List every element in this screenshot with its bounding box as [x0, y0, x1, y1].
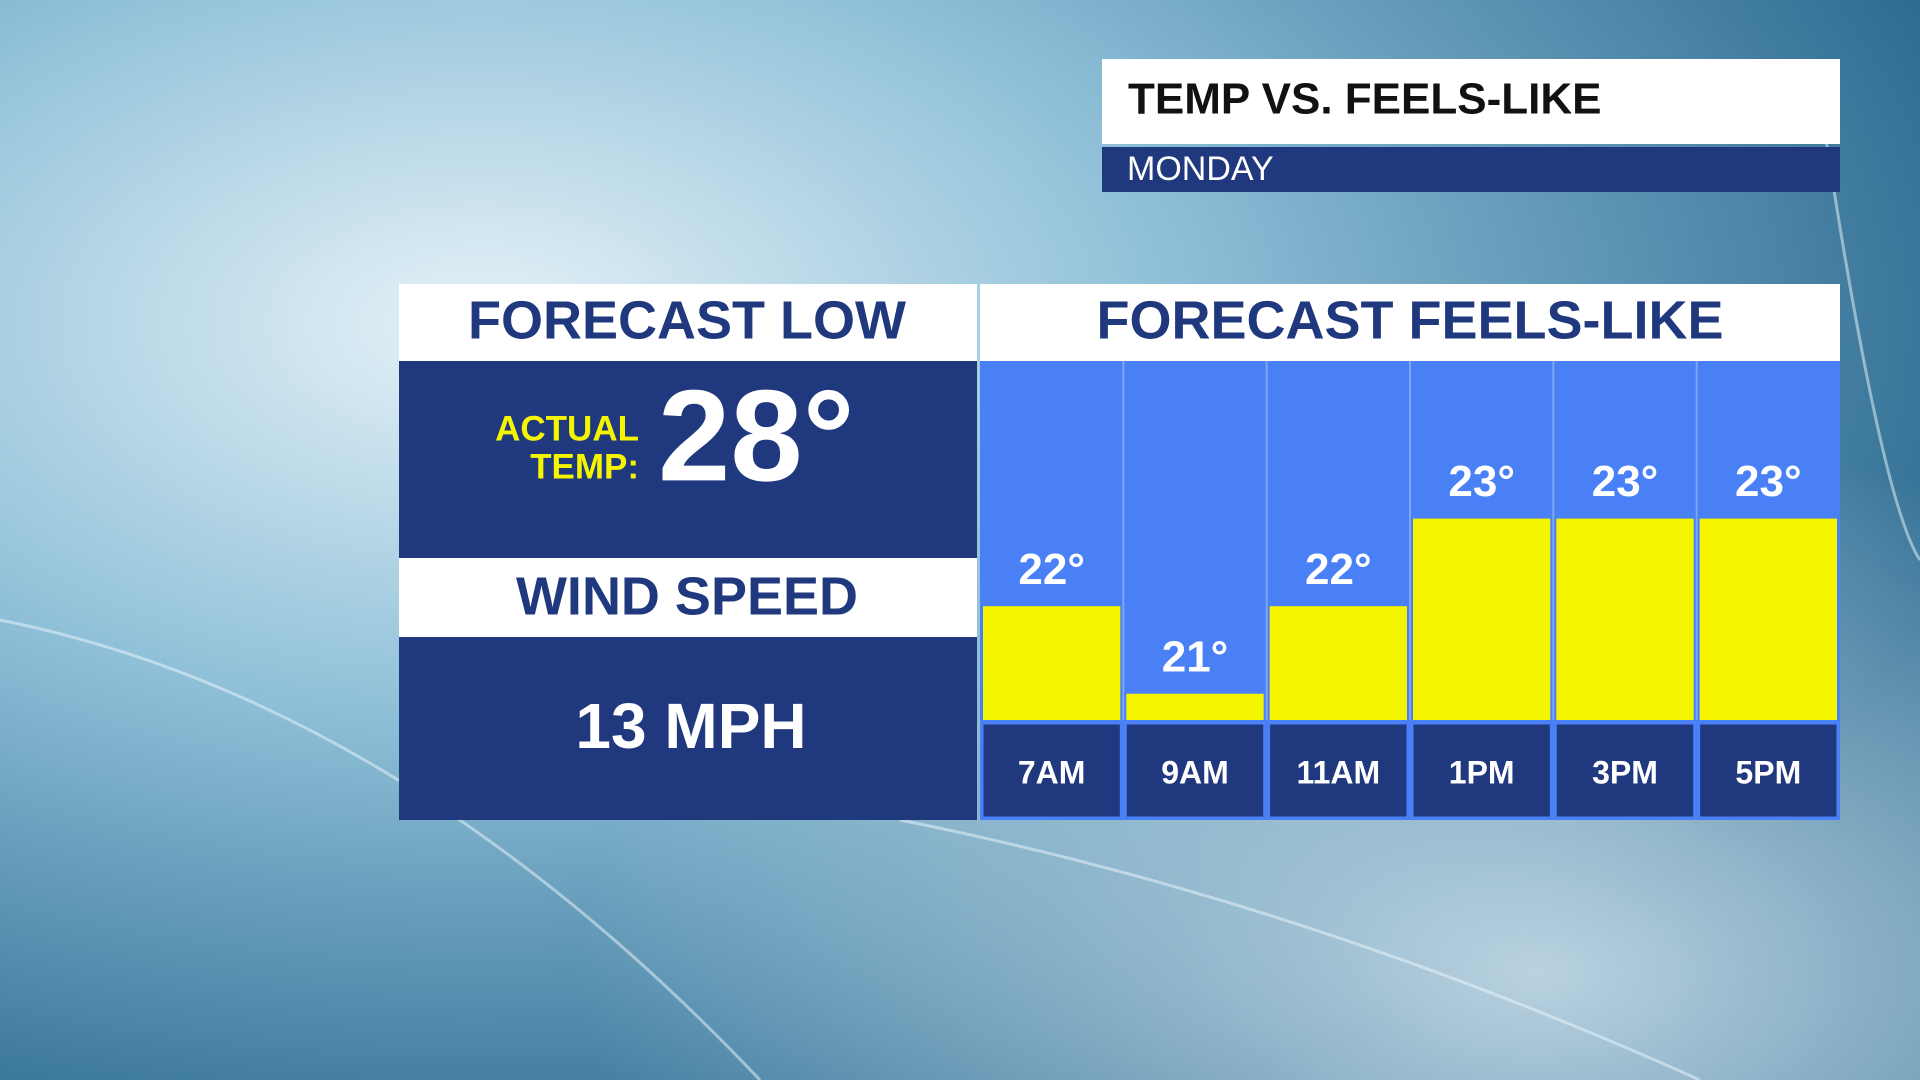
value-label: 23°: [1448, 457, 1515, 506]
wind-heading-box: [399, 558, 977, 637]
header-subtitle: MONDAY: [1127, 150, 1274, 188]
bar: [1126, 693, 1264, 720]
x-tick-label: 9AM: [1161, 754, 1229, 790]
chart-title: FORECAST FEELS-LIKE: [1096, 290, 1723, 350]
category-cell: [1123, 721, 1267, 820]
wind-heading: WIND SPEED: [516, 566, 858, 626]
bar: [1699, 518, 1837, 720]
category-cell: [980, 721, 1123, 820]
category-cell: [1697, 721, 1840, 820]
x-tick-label: 1PM: [1449, 754, 1515, 790]
ice-crack: [0, 99, 1920, 1080]
value-label: 23°: [1735, 457, 1802, 506]
low-heading: FORECAST LOW: [468, 290, 906, 350]
value-label: 22°: [1305, 545, 1372, 594]
x-tick-label: 7AM: [1018, 754, 1086, 790]
wind-speed: 13 MPH: [575, 690, 806, 762]
actual-temp: 28°: [658, 362, 855, 508]
low-box: [399, 361, 977, 558]
category-cell: [1553, 721, 1697, 820]
category-cell: [1267, 721, 1410, 820]
bar: [1269, 606, 1407, 720]
chart-heading-box: [980, 284, 1840, 361]
bar: [1413, 518, 1551, 720]
value-label: 22°: [1018, 545, 1085, 594]
bar: [1556, 518, 1694, 720]
wind-box: [399, 637, 977, 820]
header-title: TEMP VS. FEELS-LIKE: [1128, 75, 1601, 124]
x-tick-label: 5PM: [1735, 754, 1801, 790]
subtitle-box: [1102, 147, 1840, 192]
x-tick-label: 3PM: [1592, 754, 1658, 790]
category-cell: [1410, 721, 1553, 820]
actual-label: ACTUAL: [495, 409, 639, 448]
bar: [983, 606, 1121, 720]
value-label: 23°: [1592, 457, 1659, 506]
header-box: [1102, 59, 1840, 144]
x-tick-label: 11AM: [1297, 754, 1381, 790]
value-label: 21°: [1162, 632, 1229, 681]
actual-label: TEMP:: [530, 447, 639, 486]
low-heading-box: [399, 284, 977, 361]
